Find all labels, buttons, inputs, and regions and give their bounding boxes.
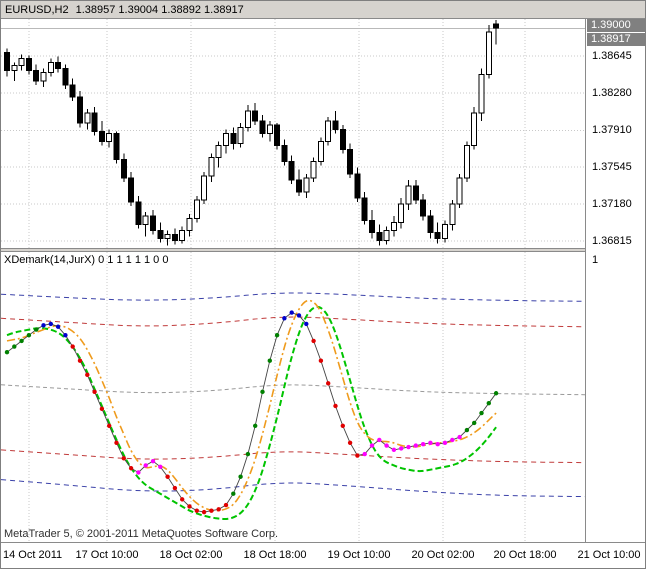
time-label: 20 Oct 02:00 <box>411 549 475 561</box>
panel-separator[interactable] <box>1 248 645 252</box>
time-label: 20 Oct 18:00 <box>493 549 557 561</box>
price-level-label: 1.38645 <box>592 50 632 62</box>
ask-price-box: 1.39000 <box>587 19 645 32</box>
time-label: 18 Oct 02:00 <box>159 549 223 561</box>
indicator-name-label: XDemark(14,JurX) 0 1 1 1 1 1 0 0 <box>4 254 169 266</box>
time-label: 14 Oct 2011 <box>3 549 63 561</box>
time-label: 21 Oct 10:00 <box>577 549 641 561</box>
price-level-label: 1.37180 <box>592 198 632 211</box>
indicator-panel[interactable] <box>1 252 585 542</box>
copyright-label: MetaTrader 5, © 2001-2011 MetaQuotes Sof… <box>4 528 279 540</box>
time-label: 17 Oct 10:00 <box>75 549 139 561</box>
indicator-scale-label: 1 <box>592 254 599 266</box>
price-level-label: 1.37545 <box>592 161 632 174</box>
time-scale[interactable]: 14 Oct 2011 17 Oct 10:00 18 Oct 02:00 18 Oc… <box>1 542 645 568</box>
price-level-label: 1.37910 <box>592 124 632 137</box>
ohlc-values-label: 1.38957 1.39004 1.38892 1.38917 <box>75 3 244 16</box>
price-scale[interactable]: 1.39000 1.38917 1 1.38645 1.38280 1.37910 1… <box>585 19 645 542</box>
indicator-chart[interactable] <box>1 252 585 542</box>
bid-price-box: 1.38917 <box>587 33 645 46</box>
time-label: 19 Oct 10:00 <box>327 549 391 561</box>
price-level-label: 1.38280 <box>592 86 632 99</box>
price-level-label: 1.36815 <box>592 235 632 247</box>
symbol-period-label: EURUSD,H2 <box>5 3 69 16</box>
candlestick-chart[interactable] <box>1 19 585 248</box>
time-label: 18 Oct 18:00 <box>243 549 307 561</box>
main-price-chart-panel[interactable] <box>1 19 585 248</box>
chart-title-bar[interactable]: EURUSD,H2 1.38957 1.39004 1.38892 1.3891… <box>1 1 645 19</box>
